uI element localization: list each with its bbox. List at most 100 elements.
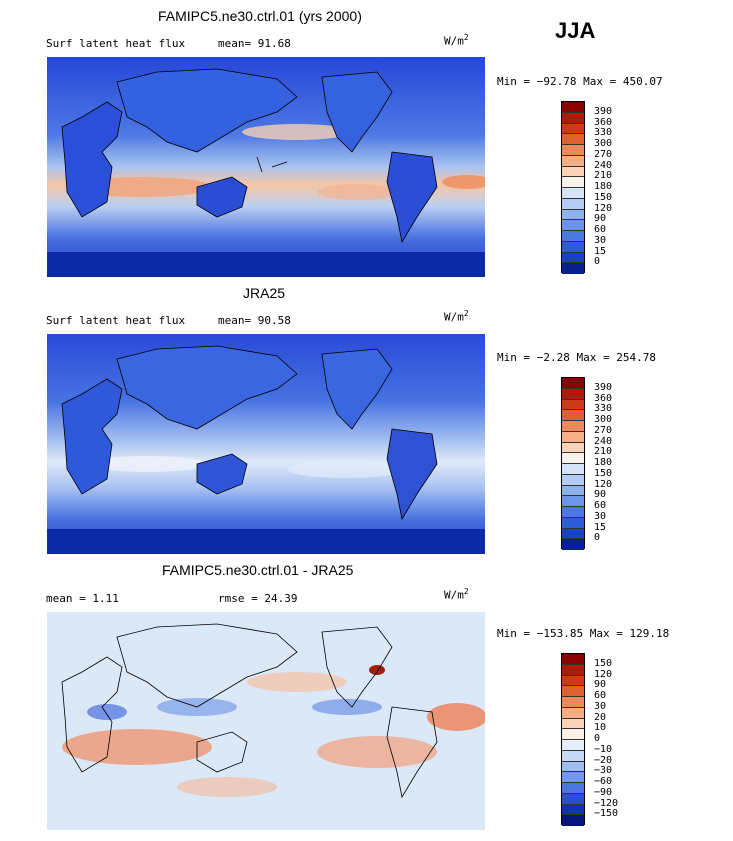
- panel-3-minmax: Min = −153.85 Max = 129.18: [497, 627, 670, 640]
- colorbar-swatch: [562, 793, 584, 805]
- colorbar-swatch: [562, 474, 584, 486]
- colorbar-tick-label: 360: [594, 392, 613, 404]
- colorbar-tick-label: −30: [594, 765, 613, 777]
- panel-3-colorbar: [561, 653, 585, 826]
- colorbar-swatch: [562, 155, 584, 167]
- colorbar-tick-label: 390: [594, 105, 613, 117]
- colorbar-swatch: [562, 188, 584, 199]
- colorbar-tick-label: 270: [594, 424, 613, 436]
- colorbar-swatch: [562, 112, 584, 124]
- panel-3-mean-stat: mean = 1.11: [46, 592, 119, 605]
- colorbar-tick-label: −20: [594, 754, 613, 766]
- panel-1-mean-stat: mean= 91.68: [218, 37, 291, 50]
- colorbar-swatch: [562, 718, 584, 730]
- panel-2-variable-label: Surf latent heat flux: [46, 314, 186, 327]
- colorbar-tick-label: −10: [594, 743, 613, 755]
- colorbar-swatch: [562, 399, 584, 411]
- colorbar-tick-label: 10: [594, 722, 607, 734]
- colorbar-tick-label: 150: [594, 191, 613, 203]
- colorbar-swatch: [562, 123, 584, 135]
- panel-1-minmax: Min = −92.78 Max = 450.07: [497, 75, 663, 88]
- panel-3-rmse-stat: rmse = 24.39: [218, 592, 298, 605]
- colorbar-swatch: [562, 421, 584, 432]
- colorbar-swatch: [562, 740, 584, 751]
- colorbar-tick-label: 300: [594, 414, 613, 425]
- colorbar-swatch: [562, 263, 584, 274]
- panel-1-units: W/m2: [444, 33, 469, 48]
- panel-2-minmax: Min = −2.28 Max = 254.78: [497, 351, 656, 364]
- colorbar-swatch: [562, 729, 584, 740]
- panel-2-mean-stat: mean= 90.58: [218, 314, 291, 327]
- panel-2-colorbar: [561, 377, 585, 550]
- colorbar-swatch: [562, 134, 584, 145]
- colorbar-tick-label: −90: [594, 786, 613, 798]
- colorbar-swatch: [562, 772, 584, 783]
- colorbar-tick-label: 20: [594, 711, 607, 723]
- colorbar-swatch: [562, 528, 584, 540]
- colorbar-swatch: [562, 675, 584, 687]
- colorbar-tick-label: 0: [594, 733, 601, 744]
- colorbar-tick-label: 150: [594, 657, 613, 669]
- panel-2-units: W/m2: [444, 309, 469, 324]
- colorbar-tick-label: 60: [594, 690, 607, 701]
- colorbar-swatch: [562, 453, 584, 464]
- colorbar-tick-label: 120: [594, 478, 613, 490]
- colorbar-swatch: [562, 252, 584, 264]
- colorbar-tick-label: 180: [594, 181, 613, 192]
- colorbar-tick-label: 330: [594, 403, 613, 415]
- colorbar-swatch: [562, 783, 584, 794]
- colorbar-swatch: [562, 166, 584, 178]
- colorbar-tick-label: 330: [594, 127, 613, 139]
- season-label: JJA: [555, 18, 596, 43]
- colorbar-swatch: [562, 654, 584, 665]
- colorbar-swatch: [562, 707, 584, 719]
- colorbar-swatch: [562, 177, 584, 188]
- colorbar-swatch: [562, 231, 584, 242]
- colorbar-swatch: [562, 220, 584, 231]
- panel-2-colorbar-labels: 390 360 330 300 270 240 210 180 150 120 90 60 30 15 0: [594, 377, 634, 549]
- panel-3-colorbar-labels: 150 120 90 60 30 20 10 0 −10 −20 −30 −60 −90 −120 −150: [594, 653, 640, 825]
- colorbar-tick-label: 90: [594, 489, 607, 501]
- colorbar-swatch: [562, 750, 584, 762]
- colorbar-swatch: [562, 507, 584, 518]
- colorbar-tick-label: 120: [594, 202, 613, 214]
- colorbar-tick-label: 150: [594, 467, 613, 479]
- colorbar-swatch: [562, 697, 584, 708]
- colorbar-tick-label: 30: [594, 234, 607, 246]
- colorbar-swatch: [562, 485, 584, 497]
- colorbar-tick-label: 240: [594, 159, 613, 171]
- panel-1-variable-label: Surf latent heat flux: [46, 37, 186, 50]
- colorbar-tick-label: −120: [594, 797, 619, 809]
- colorbar-swatch: [562, 410, 584, 421]
- panel-2-title: JRA25: [243, 285, 286, 301]
- colorbar-tick-label: 30: [594, 700, 607, 712]
- colorbar-swatch: [562, 388, 584, 400]
- colorbar-tick-label: 240: [594, 435, 613, 447]
- colorbar-tick-label: −60: [594, 776, 613, 787]
- colorbar-tick-label: 30: [594, 510, 607, 522]
- colorbar-tick-label: 270: [594, 148, 613, 160]
- colorbar-swatch: [562, 539, 584, 550]
- colorbar-tick-label: 15: [594, 521, 607, 533]
- colorbar-swatch: [562, 496, 584, 507]
- colorbar-swatch: [562, 815, 584, 826]
- colorbar-tick-label: −150: [594, 808, 619, 820]
- colorbar-tick-label: 60: [594, 500, 607, 511]
- panel-3-units: W/m2: [444, 587, 469, 602]
- colorbar-swatch: [562, 145, 584, 156]
- colorbar-swatch: [562, 378, 584, 389]
- colorbar-swatch: [562, 464, 584, 475]
- colorbar-swatch: [562, 431, 584, 443]
- colorbar-tick-label: 210: [594, 170, 613, 182]
- colorbar-tick-label: 90: [594, 213, 607, 225]
- colorbar-tick-label: 60: [594, 224, 607, 235]
- colorbar-tick-label: 0: [594, 532, 601, 544]
- colorbar-swatch: [562, 517, 584, 529]
- colorbar-tick-label: 15: [594, 245, 607, 257]
- colorbar-swatch: [562, 442, 584, 454]
- panel-2-map: [47, 334, 485, 554]
- colorbar-tick-label: 360: [594, 116, 613, 128]
- panel-1-colorbar: [561, 101, 585, 274]
- panel-3-title: FAMIPC5.ne30.ctrl.01 - JRA25: [162, 562, 354, 578]
- colorbar-tick-label: 300: [594, 138, 613, 149]
